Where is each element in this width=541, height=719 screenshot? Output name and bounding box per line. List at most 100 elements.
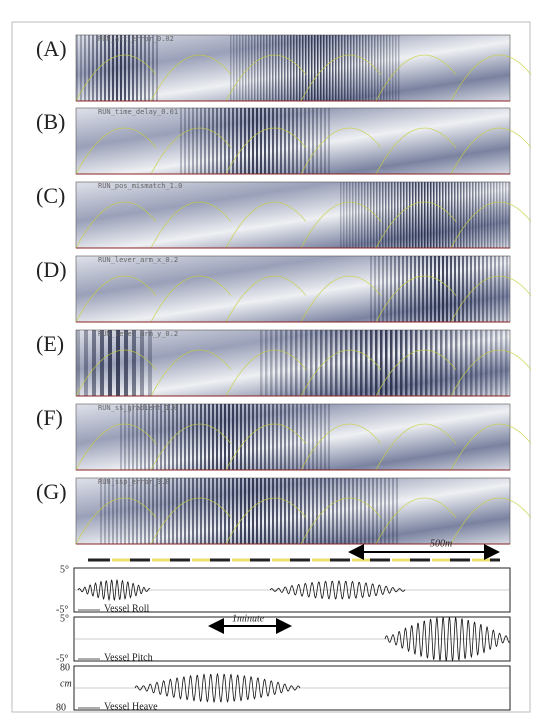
- stripe: [260, 478, 262, 544]
- stripe: [382, 256, 384, 322]
- panel-label: (G): [36, 479, 67, 504]
- stripe: [352, 182, 354, 248]
- stripe: [424, 182, 426, 248]
- stripe: [272, 478, 274, 544]
- stripe: [390, 256, 392, 322]
- stripe: [396, 478, 398, 544]
- stripe: [450, 256, 452, 322]
- stripe: [292, 404, 294, 470]
- stripe: [228, 404, 230, 470]
- contour: [150, 497, 232, 545]
- stripe: [508, 182, 510, 248]
- stripe: [343, 182, 345, 248]
- stripe: [350, 330, 353, 396]
- stripe: [304, 404, 306, 470]
- stripe: [136, 478, 138, 544]
- panel-label: (A): [36, 36, 67, 61]
- sonar-image: [75, 255, 532, 323]
- stripe: [180, 108, 182, 174]
- stripe: [232, 404, 234, 470]
- stripe: [412, 182, 414, 248]
- stripe: [242, 35, 244, 101]
- panel-label: (F): [36, 405, 63, 430]
- stripe: [284, 35, 286, 101]
- stripe: [208, 108, 210, 174]
- stripe: [276, 108, 278, 174]
- stripe: [436, 182, 438, 248]
- stripe: [312, 478, 314, 544]
- axis-top: 80: [60, 662, 70, 673]
- stripe: [460, 182, 462, 248]
- stripe: [251, 35, 253, 101]
- stripe: [350, 35, 352, 101]
- stripe: [304, 478, 306, 544]
- stripe: [144, 478, 146, 544]
- stripe: [314, 35, 316, 101]
- stripe: [376, 478, 378, 544]
- stripe: [268, 108, 270, 174]
- stripe: [421, 182, 423, 248]
- trace: [384, 616, 511, 661]
- stripe: [290, 330, 293, 396]
- stripe: [204, 478, 206, 544]
- stripe: [152, 404, 154, 470]
- stripe: [495, 330, 498, 396]
- stripe: [391, 182, 393, 248]
- stripe: [380, 330, 383, 396]
- stripe: [446, 256, 448, 322]
- stripe: [112, 478, 114, 544]
- stripe: [244, 404, 246, 470]
- stripe: [280, 330, 283, 396]
- contour: [75, 349, 157, 397]
- stripe: [156, 35, 158, 101]
- stripe: [268, 478, 270, 544]
- stripe: [275, 330, 278, 396]
- stripe: [278, 35, 280, 101]
- stripe: [216, 404, 218, 470]
- stripe: [236, 108, 238, 174]
- stripe: [132, 35, 134, 101]
- stripe: [474, 256, 476, 322]
- contour: [300, 54, 382, 102]
- stripe: [383, 35, 385, 101]
- stripe: [502, 256, 504, 322]
- stripe: [204, 404, 206, 470]
- stripe: [220, 108, 222, 174]
- image-bg: [75, 329, 511, 397]
- stripe: [295, 330, 298, 396]
- stripe: [184, 404, 186, 470]
- stripe: [410, 330, 413, 396]
- stripe: [192, 108, 194, 174]
- contour: [450, 349, 532, 397]
- stripe: [344, 35, 346, 101]
- stripe: [418, 256, 420, 322]
- stripe: [448, 182, 450, 248]
- contour: [75, 201, 157, 249]
- stripe: [365, 330, 368, 396]
- stripe: [188, 108, 190, 174]
- stripe: [252, 108, 254, 174]
- scale-bar: 500m: [88, 538, 500, 562]
- stripe: [260, 35, 262, 101]
- stripe: [160, 478, 162, 544]
- panel-title: RUN_ss_gradient_1.0: [98, 404, 178, 412]
- stripe: [264, 404, 266, 470]
- stripe: [320, 404, 322, 470]
- stripe: [104, 35, 106, 101]
- stripe: [355, 330, 358, 396]
- stripe: [310, 330, 313, 396]
- stripe: [192, 478, 194, 544]
- contour: [375, 275, 457, 323]
- stripe: [316, 478, 318, 544]
- stripe: [281, 35, 283, 101]
- stripe: [320, 108, 322, 174]
- stripe: [208, 478, 210, 544]
- stripe: [375, 330, 378, 396]
- stripe: [460, 330, 463, 396]
- stripe: [296, 478, 298, 544]
- stripe: [397, 182, 399, 248]
- stripe: [470, 256, 472, 322]
- stripe: [300, 478, 302, 544]
- stripe: [484, 182, 486, 248]
- stripe: [104, 478, 106, 544]
